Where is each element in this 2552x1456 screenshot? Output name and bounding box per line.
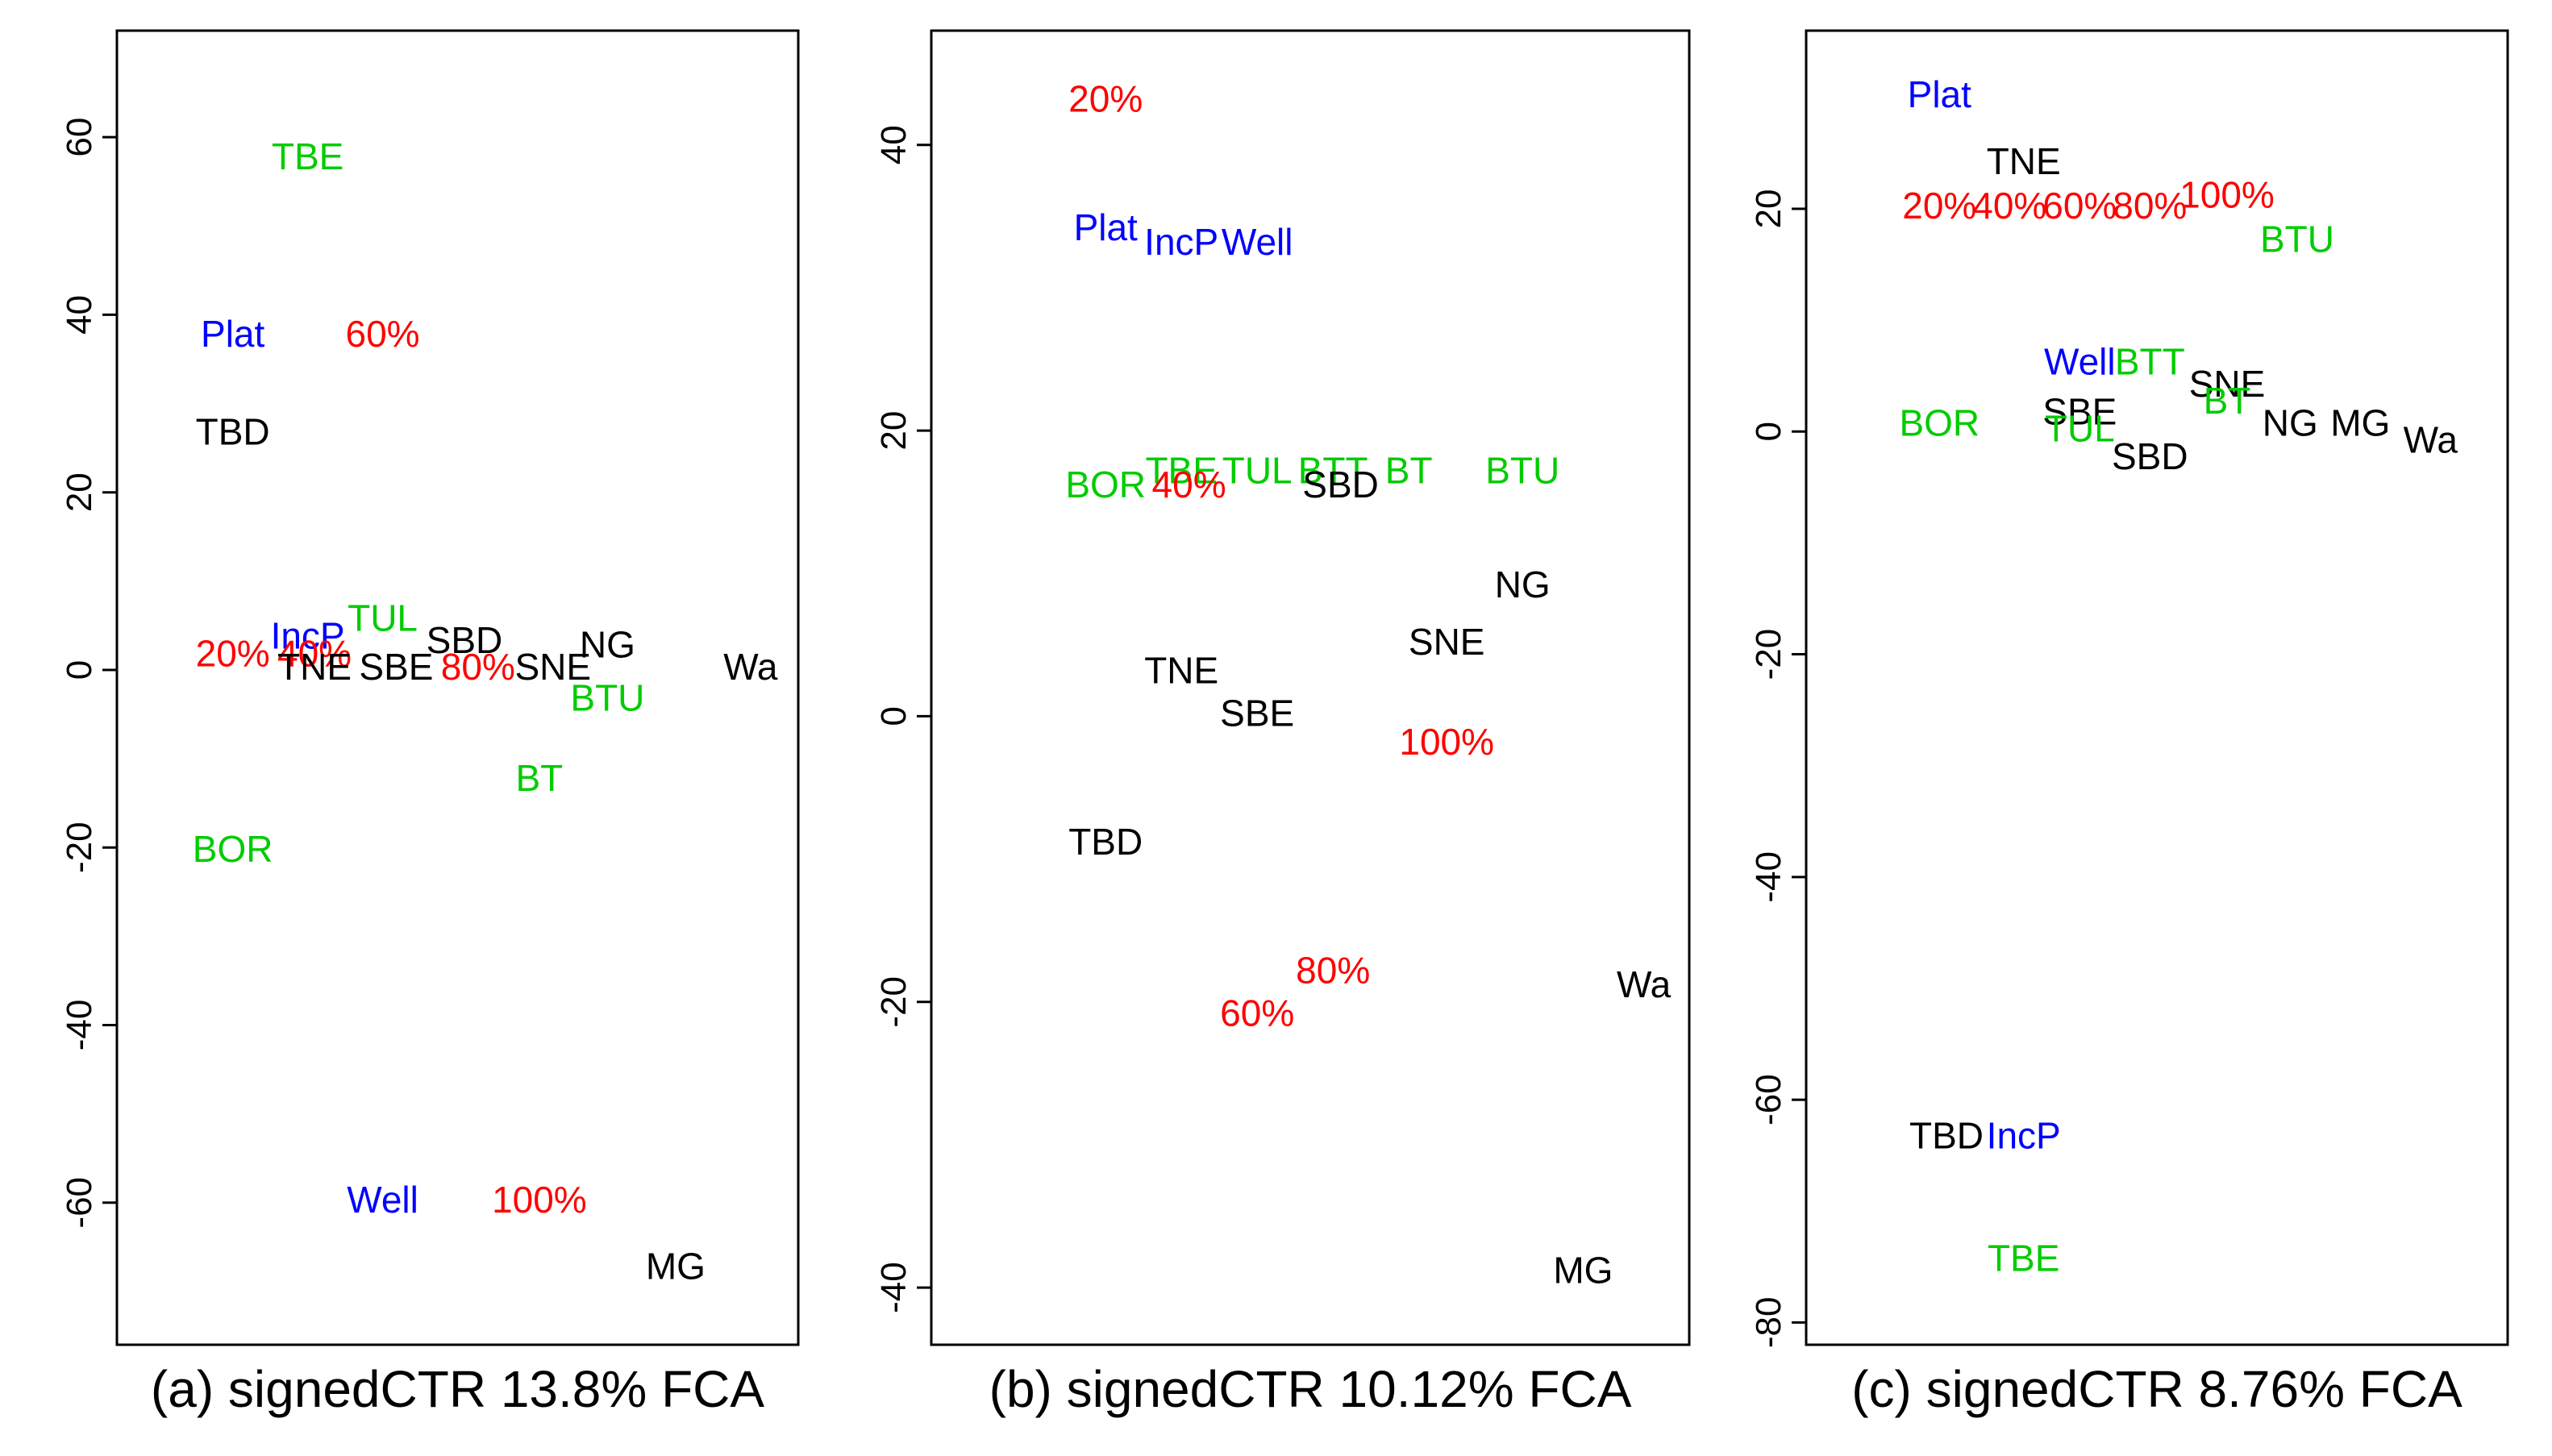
point-label-incp: IncP — [1987, 1115, 2061, 1157]
point-label-bor: BOR — [1899, 402, 1980, 444]
point-label-bt: BT — [2204, 380, 2251, 422]
y-tick-label: 60 — [60, 118, 99, 157]
point-label-tne: TNE — [277, 646, 352, 688]
point-label-bor: BOR — [193, 828, 273, 870]
chart-caption-b: (b) signedCTR 10.12% FCA — [989, 1360, 1632, 1418]
point-label-20pct: 20% — [196, 633, 270, 675]
point-label-wa: Wa — [723, 646, 778, 688]
y-tick-label: -20 — [874, 976, 914, 1028]
point-label-20pct: 20% — [1068, 78, 1143, 120]
plot-frame-b — [930, 29, 1691, 1346]
point-label-100pct: 100% — [2179, 173, 2275, 215]
point-label-sne: SNE — [1409, 621, 1485, 663]
point-label-bor: BOR — [1065, 464, 1146, 505]
point-label-80pct: 80% — [1296, 950, 1370, 992]
plot-frame-a — [115, 29, 800, 1346]
point-label-sbe: SBE — [1220, 693, 1294, 734]
point-label-well: Well — [2044, 341, 2116, 383]
point-label-tne: TNE — [1987, 140, 2061, 182]
point-label-tbd: TBD — [1909, 1115, 1984, 1157]
point-label-btu: BTU — [570, 677, 644, 719]
plot-frame-c — [1805, 29, 2509, 1346]
y-tick-label: -40 — [1749, 851, 1788, 903]
point-label-100pct: 100% — [1399, 721, 1494, 763]
y-tick-label: -40 — [874, 1262, 914, 1313]
point-label-plat: Plat — [201, 313, 264, 355]
y-tick-label: 0 — [60, 660, 99, 680]
y-tick-label: -40 — [60, 1000, 99, 1051]
y-tick-label: -80 — [1749, 1297, 1788, 1349]
point-label-well: Well — [347, 1179, 418, 1221]
point-label-wa: Wa — [1617, 963, 1671, 1005]
point-label-40pct: 40% — [1152, 464, 1226, 505]
point-label-mg: MG — [2330, 402, 2390, 444]
point-label-80pct: 80% — [2113, 185, 2187, 227]
point-label-40pct: 40% — [1972, 185, 2046, 227]
point-label-wa: Wa — [2404, 418, 2458, 460]
point-label-plat: Plat — [1908, 73, 1971, 115]
point-label-well: Well — [1222, 221, 1293, 263]
y-tick-label: -60 — [60, 1177, 99, 1229]
point-label-tul: TUL — [348, 597, 418, 639]
point-label-sne: SNE — [515, 646, 592, 688]
point-label-sbd: SBD — [427, 619, 503, 661]
point-label-20pct: 20% — [1902, 185, 1976, 227]
point-label-ng: NG — [580, 624, 635, 666]
point-label-bt: BT — [1385, 449, 1433, 491]
point-label-80pct: 80% — [441, 646, 515, 688]
y-tick-label: 20 — [60, 472, 99, 512]
point-label-sbd: SBD — [2112, 435, 2188, 477]
point-label-mg: MG — [646, 1246, 706, 1288]
y-tick-label: -20 — [1749, 629, 1788, 680]
y-tick-label: 40 — [60, 295, 99, 335]
y-tick-label: 40 — [874, 125, 914, 164]
point-label-btt: BTT — [1298, 449, 1368, 491]
chart-b-svg: 40 20 0 -20 -40 20% Plat IncP Well TBE TUL BTT BT BTU… — [874, 29, 1691, 1418]
chart-c-svg: 200-20-40-60-80PlatTNE20%40%60%80%100%BT… — [1749, 29, 2509, 1418]
chart-caption-c: (c) signedCTR 8.76% FCA — [1851, 1360, 2462, 1418]
point-label-incp: IncP — [271, 615, 345, 657]
point-label-tul: TUL — [2045, 407, 2115, 449]
point-label-tne: TNE — [1144, 649, 1218, 691]
point-label-btu: BTU — [2260, 218, 2334, 260]
point-label-mg: MG — [1553, 1250, 1613, 1292]
point-label-plat: Plat — [1074, 206, 1138, 248]
point-label-sbe: SBE — [359, 646, 433, 688]
point-label-60pct: 60% — [2042, 185, 2117, 227]
point-label-ng: NG — [2263, 402, 2318, 444]
panel-c: 20 0 -20 -40 -60 -80 Plat TNE 20% 40% 60% 80% 100% BT… — [1734, 0, 2552, 1456]
point-label-tbe: TBE — [1145, 449, 1217, 491]
point-label-tul: TUL — [1222, 449, 1293, 491]
point-label-40pct: 40% — [277, 633, 352, 675]
y-tick-label: -20 — [60, 822, 99, 873]
y-tick-label: -60 — [1749, 1074, 1788, 1125]
point-label-bt: BT — [516, 757, 564, 799]
point-label-tbd: TBD — [1068, 821, 1143, 863]
y-tick-label: 0 — [874, 706, 914, 726]
point-label-incp: IncP — [1144, 221, 1218, 263]
point-label-sne: SNE — [2189, 363, 2266, 405]
point-label-btt: BTT — [2115, 341, 2185, 383]
panel-a: 60 40 20 0 -20 -40 -60 TBE Plat 60% TBD TUL IncP SBD N… — [0, 0, 839, 1456]
y-tick-label: 20 — [874, 411, 914, 451]
chart-caption-a: (a) signedCTR 13.8% FCA — [151, 1360, 764, 1418]
point-label-60pct: 60% — [346, 313, 420, 355]
point-label-tbd: TBD — [196, 410, 270, 452]
point-label-tbe: TBE — [1988, 1238, 2059, 1279]
y-tick-label: 0 — [1749, 422, 1788, 441]
point-label-sbd: SBD — [1302, 464, 1379, 505]
point-label-sbe: SBE — [2042, 391, 2117, 433]
point-label-tbe: TBE — [272, 135, 343, 177]
point-label-100pct: 100% — [492, 1179, 587, 1221]
point-label-btu: BTU — [1485, 449, 1559, 491]
panel-b: 40 20 0 -20 -40 20% Plat IncP Well TBE TUL BTT BT BTU… — [839, 0, 1734, 1456]
y-tick-label: 20 — [1749, 189, 1788, 229]
point-label-ng: NG — [1495, 564, 1551, 605]
point-label-60pct: 60% — [1220, 992, 1294, 1034]
